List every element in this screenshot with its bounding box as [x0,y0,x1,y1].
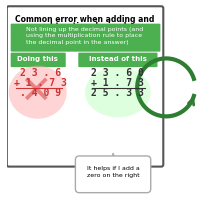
FancyBboxPatch shape [11,53,66,67]
Text: It helps if I add a
zero on the right: It helps if I add a zero on the right [87,166,139,178]
Text: Not lining up the decimal points (and
using the multiplication rule to place
the: Not lining up the decimal points (and us… [26,27,144,45]
FancyBboxPatch shape [11,24,160,52]
Text: Instead of this: Instead of this [89,56,147,62]
Polygon shape [111,153,116,160]
Text: + 1 . 7 3: + 1 . 7 3 [91,78,144,87]
Text: 2 3 . 6 0: 2 3 . 6 0 [91,68,144,78]
Text: . 4 0 9: . 4 0 9 [20,88,61,98]
Text: subtracting decimals: subtracting decimals [40,22,130,31]
Ellipse shape [9,66,67,119]
FancyBboxPatch shape [78,53,157,67]
Text: 2 3 . 6: 2 3 . 6 [20,68,61,78]
Text: 2 5 . 3 3: 2 5 . 3 3 [91,88,144,98]
Text: Common error when adding and: Common error when adding and [15,15,155,24]
Ellipse shape [85,67,151,117]
FancyBboxPatch shape [75,156,151,193]
FancyBboxPatch shape [7,6,163,167]
Text: + 1 . 7 3: + 1 . 7 3 [14,78,67,87]
Text: ✕: ✕ [19,73,52,111]
Text: Doing this: Doing this [17,56,58,62]
